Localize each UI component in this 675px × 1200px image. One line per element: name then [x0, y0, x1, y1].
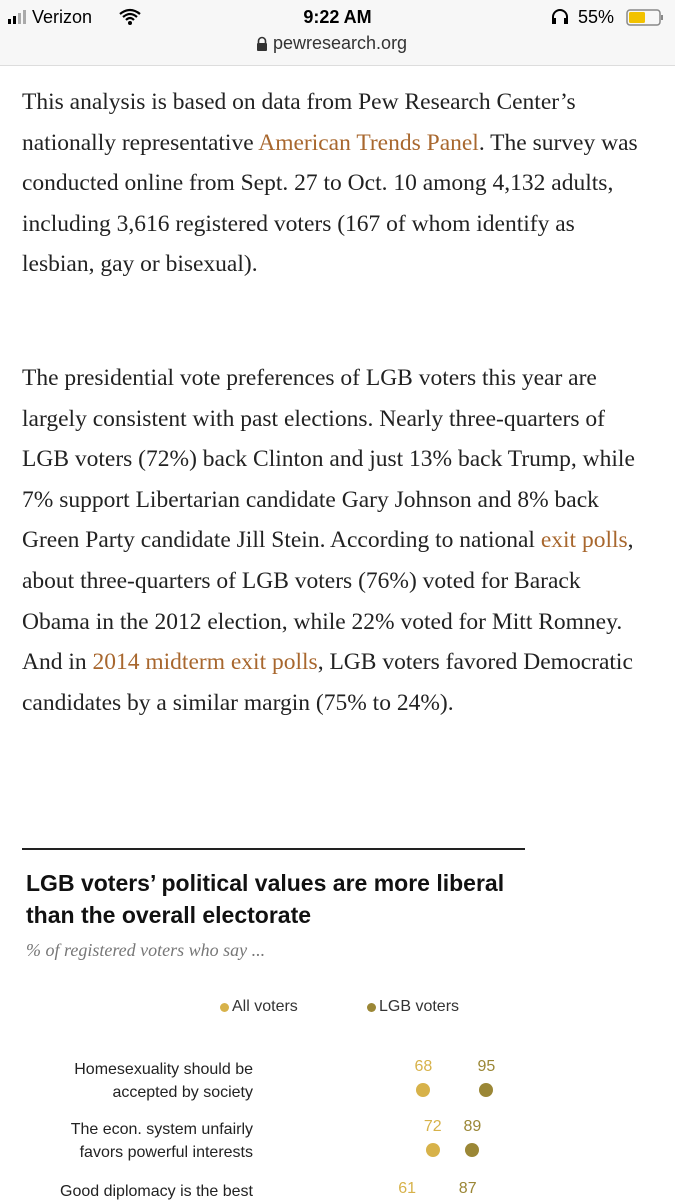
value-label: 72 [423, 1118, 442, 1135]
legend-label: All voters [232, 998, 298, 1015]
value-label: 87 [458, 1180, 477, 1197]
category-label: Homesexuality should be accepted by soci… [74, 1061, 253, 1101]
text: . The survey was conducted online from S… [22, 129, 638, 278]
value-label: 95 [477, 1058, 496, 1075]
link[interactable]: 2014 midterm exit polls [92, 649, 318, 676]
category-label: The econ. system unfairly favors powerfu… [70, 1121, 253, 1161]
text: The presidential vote preferences of LGB… [22, 365, 635, 554]
headphones-icon [552, 9, 568, 24]
url[interactable]: pewresearch.org [273, 33, 408, 53]
battery-percent: 55% [578, 7, 615, 27]
link[interactable]: American Trends Panel [258, 129, 479, 156]
link[interactable]: exit polls [540, 527, 628, 554]
wifi-icon [119, 8, 141, 25]
text: , LGB voters favored Democratic candidat… [22, 649, 633, 716]
dot [465, 1143, 480, 1157]
carrier: Verizon [32, 7, 93, 27]
dot [479, 1083, 494, 1097]
legend-dot [367, 1003, 376, 1012]
value-label: 61 [398, 1180, 417, 1197]
paragraph: The presidential vote preferences of LGB… [22, 358, 652, 723]
status-bar: Verizon 9:22 AM 55% pewresearch.org [0, 0, 675, 66]
divider [22, 848, 525, 850]
dot [416, 1083, 431, 1097]
dot [425, 1143, 440, 1157]
signal-icon [8, 10, 26, 24]
value-label: 89 [463, 1118, 482, 1135]
category-label: Good diplomacy is the best [60, 1183, 253, 1200]
lock-icon [257, 36, 267, 51]
time: 9:22 AM [303, 7, 372, 27]
chart-title: LGB voters’ political values are more li… [26, 870, 505, 928]
legend-dot [220, 1003, 229, 1012]
legend-label: LGB voters [379, 998, 460, 1015]
value-label: 68 [414, 1058, 433, 1075]
battery-icon [626, 9, 663, 26]
text: This analysis is based on data from Pew … [22, 89, 576, 156]
text: , about three-quarters of LGB voters (76… [22, 527, 634, 676]
paragraph: This analysis is based on data from Pew … [22, 82, 652, 285]
chart-subtitle: % of registered voters who say ... [26, 940, 266, 960]
